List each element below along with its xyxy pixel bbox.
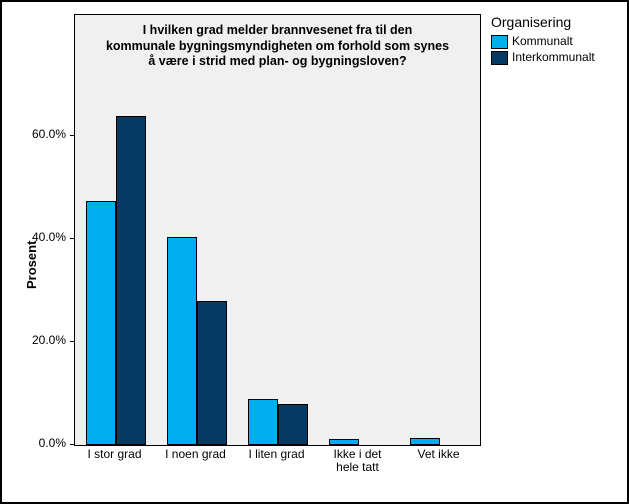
y-tick-label: 60.0% [26,127,66,141]
legend-title: Organisering [491,14,571,30]
y-axis-label: Prosent [24,241,39,289]
legend-swatch [491,35,508,49]
bar [86,201,116,445]
bar [248,399,278,445]
bar [116,116,146,445]
y-tick-mark [70,444,74,445]
legend-label: Kommunalt [512,34,573,48]
x-tick-label: I stor grad [74,448,155,461]
y-tick-mark [70,341,74,342]
y-tick-mark [70,135,74,136]
x-tick-label: I noen grad [155,448,236,461]
bar [278,404,308,445]
title-line: I hvilken grad melder brannvesenet fra t… [143,23,413,37]
title-line: å være i strid med plan- og bygningslove… [148,54,406,68]
legend-item: Kommunalt [491,34,573,49]
legend-swatch [491,51,508,65]
legend-label: Interkommunalt [512,50,595,64]
plot-area: I hvilken grad melder brannvesenet fra t… [74,14,481,446]
y-tick-label: 0.0% [26,436,66,450]
x-tick-label: Ikke i dethele tatt [317,448,398,474]
bar [329,439,359,445]
chart-title: I hvilken grad melder brannvesenet fra t… [85,23,470,70]
y-tick-label: 40.0% [26,230,66,244]
x-tick-label: I liten grad [236,448,317,461]
y-tick-mark [70,238,74,239]
bar [167,237,197,445]
x-tick-label: Vet ikke [398,448,479,461]
bar [197,301,227,445]
chart-container: I hvilken grad melder brannvesenet fra t… [2,2,627,502]
bar [410,438,440,445]
title-line: kommunale bygningsmyndigheten om forhold… [106,39,449,53]
legend-item: Interkommunalt [491,50,595,65]
y-tick-label: 20.0% [26,333,66,347]
